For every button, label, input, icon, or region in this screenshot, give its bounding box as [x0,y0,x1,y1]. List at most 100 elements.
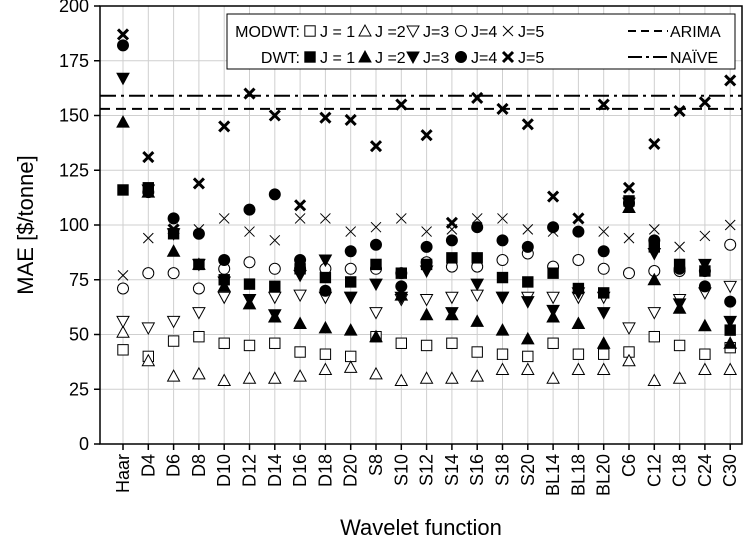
legend-item-label: J=4 [471,24,497,41]
x-tick-label: Haar [113,454,133,493]
data-point [647,272,662,286]
data-point [521,240,534,253]
data-point [218,254,231,267]
data-point [571,316,586,330]
x-tick-label: C24 [695,454,715,487]
legend-marker [502,25,514,37]
y-tick-label: 100 [59,215,89,235]
data-point [166,369,181,382]
data-point [596,307,611,320]
data-point [319,111,332,124]
data-point [267,309,282,322]
x-tick-label: D12 [240,454,260,487]
data-point [723,315,738,329]
data-point [269,337,281,349]
data-point [522,350,534,363]
legend-item-label: J = 1 [320,24,355,41]
data-point [446,252,458,264]
x-tick-label: S16 [467,454,487,486]
legend-item-label: J =2 [375,50,406,67]
legend-naive-label: NAÏVE [670,49,718,67]
data-point [572,212,585,225]
data-point [673,262,686,275]
data-point [521,118,534,131]
data-point [343,323,358,336]
data-point [674,241,685,253]
data-point [344,245,357,258]
data-point [699,230,711,242]
data-point [470,314,485,327]
data-point [218,213,230,224]
data-point [243,256,256,269]
data-point [622,353,636,367]
data-point [547,221,560,234]
data-point [294,254,307,267]
data-point [242,293,257,307]
data-point [370,258,382,271]
x-tick-label: S18 [493,454,513,486]
legend-marker [358,49,372,63]
data-point [520,296,535,309]
data-point [293,269,307,283]
data-point [420,240,433,253]
data-point [547,190,560,203]
data-point [117,270,129,281]
data-point [167,267,180,280]
data-point [471,252,483,264]
data-point [369,307,383,320]
data-point [395,337,408,349]
data-point [344,113,357,126]
series-modwt-j2 [116,325,738,386]
legend-marker [358,23,372,37]
data-point [623,267,635,280]
data-point [724,295,737,308]
data-point [192,366,206,380]
data-point [598,348,610,360]
x-tick-label: BL14 [543,454,563,496]
series-dwt-j5 [116,28,737,236]
data-point [421,226,432,237]
data-point [345,276,357,288]
data-point [318,362,333,376]
x-tick-label: D4 [138,454,158,477]
data-point [445,216,458,229]
x-tick-label: S14 [442,454,462,486]
data-point [268,109,281,122]
data-point [546,371,560,384]
data-point [648,224,660,235]
data-point [724,219,736,231]
data-point [471,91,484,105]
data-point [117,184,129,196]
data-point [673,105,686,118]
data-point [698,280,711,293]
data-point [294,346,306,358]
legend-item-label: J = 1 [320,50,355,67]
y-tick-label: 0 [79,434,89,454]
data-point [217,276,232,289]
data-point [141,322,156,335]
data-point [496,254,509,267]
y-tick-label: 25 [69,379,89,399]
data-point [672,298,687,311]
data-point [167,212,180,225]
legend-marker [304,25,316,37]
data-point [648,234,661,247]
data-point [571,362,586,376]
data-point [319,271,332,284]
data-point [394,373,409,386]
legend-marker [501,50,515,64]
data-point [596,336,611,349]
legend-marker [455,51,467,63]
data-point [116,315,130,329]
data-point [192,307,206,320]
data-point [142,267,155,280]
data-point [293,316,307,330]
data-point [344,262,357,275]
data-point [522,224,534,235]
data-point [598,287,610,299]
data-point [698,362,712,376]
data-point [192,258,206,272]
data-point [571,287,586,300]
